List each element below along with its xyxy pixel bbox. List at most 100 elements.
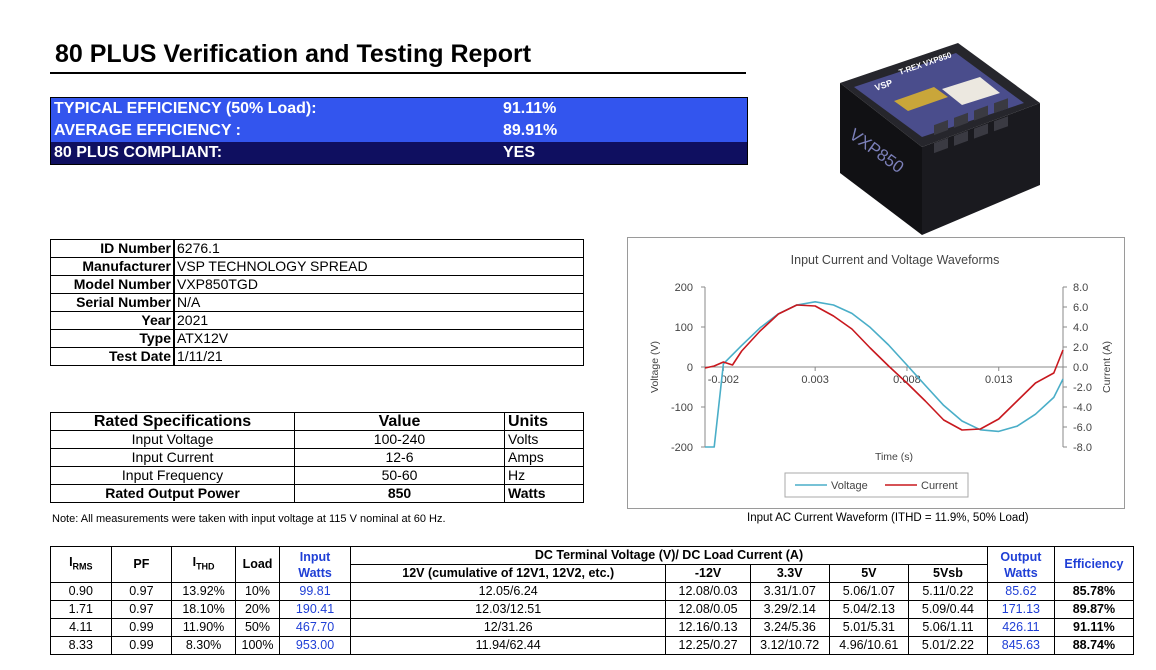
5vsb-cell: 5.01/2.22 [907,636,989,655]
efficiency-cell: 88.74% [1053,636,1135,655]
table-row: 1.71 0.97 18.10% 20% 190.41 12.03/12.51 … [50,600,1135,619]
identity-table: ID Number 6276.1 Manufacturer VSP TECHNO… [50,239,584,366]
serial-row: Serial Number N/A [50,293,584,312]
average-efficiency-row: AVERAGE EFFICIENCY : 89.91% [51,120,747,142]
model-value: VXP850TGD [173,275,584,294]
x-axis-title: Time (s) [875,451,913,463]
header-output-watts: Output Watts [987,546,1055,583]
3v3-cell: 3.29/2.14 [749,600,830,619]
psu-front-face [922,103,1040,235]
y-tick-label: 100 [675,322,693,334]
input-watts-cell: 99.81 [279,582,351,601]
12v-cell: 12.05/6.24 [349,582,667,601]
pf-cell: 0.99 [110,618,173,637]
header-dc-group: DC Terminal Voltage (V)/ DC Load Current… [349,546,989,565]
type-value: ATX12V [173,329,584,348]
serial-value: N/A [173,293,584,312]
table-row: 0.90 0.97 13.92% 10% 99.81 12.05/6.24 12… [50,582,1135,601]
y-tick-label: 0 [687,362,693,374]
x-tick-label: 0.003 [801,374,829,386]
x-tick-label: 0.013 [985,374,1013,386]
chart-title: Input Current and Voltage Waveforms [791,253,1000,267]
output-watts-cell: 845.63 [987,636,1055,655]
3v3-cell: 3.12/10.72 [749,636,830,655]
specs-header-units: Units [504,412,584,431]
id-row: ID Number 6276.1 [50,239,584,258]
12v-cell: 11.94/62.44 [349,636,667,655]
measurement-note: Note: All measurements were taken with i… [52,513,446,525]
psu-connectors [934,98,1008,154]
irms-cell: 8.33 [50,636,112,655]
5v-cell: 4.96/10.61 [828,636,909,655]
y2-axis-title: Current (A) [1101,341,1113,393]
model-row: Model Number VXP850TGD [50,275,584,294]
spec-value: 12-6 [294,448,505,467]
y-tick-label: -200 [671,442,693,454]
year-row: Year 2021 [50,311,584,330]
spec-name: Input Current [50,448,295,467]
title-underline [50,72,746,74]
y-tick-label: -100 [671,402,693,414]
waveform-chart: Input Current and Voltage Waveforms 200 10… [649,253,1113,498]
typical-efficiency-label: TYPICAL EFFICIENCY (50% Load): [54,100,317,117]
irms-cell: 4.11 [50,618,112,637]
spec-name: Rated Output Power [50,484,295,503]
manufacturer-value: VSP TECHNOLOGY SPREAD [173,257,584,276]
spec-units: Hz [504,466,584,485]
year-label: Year [50,311,175,330]
year-value: 2021 [173,311,584,330]
header-load: Load [234,546,281,583]
y2-tick-label: 8.0 [1073,282,1088,294]
header-ithd: ITHD [171,546,236,583]
minus12v-cell: 12.16/0.13 [665,618,751,637]
output-watts-cell: 85.62 [987,582,1055,601]
product-photo: VSP T-REX VXP850 VXP850 [840,43,1040,235]
spec-row: Input Current 12-6 Amps [50,448,584,467]
specs-header-row: Rated Specifications Value Units [50,412,584,431]
header-12v: 12V (cumulative of 12V1, 12V2, etc.) [349,564,667,583]
specs-header-value: Value [294,412,505,431]
compliant-value: YES [503,144,536,161]
header-efficiency: Efficiency [1053,546,1135,583]
legend-label-voltage: Voltage [831,480,868,492]
spec-units: Volts [504,430,584,449]
spec-name: Input Voltage [50,430,295,449]
average-efficiency-value: 89.91% [503,122,558,139]
compliant-label: 80 PLUS COMPLIANT: [54,144,223,161]
efficiency-cell: 85.78% [1053,582,1135,601]
y2-tick-label: 0.0 [1073,362,1088,374]
spec-value: 100-240 [294,430,505,449]
input-watts-cell: 190.41 [279,600,351,619]
y2-tick-label: 2.0 [1073,342,1088,354]
spec-value: 50-60 [294,466,505,485]
irms-cell: 1.71 [50,600,112,619]
typical-efficiency-value: 91.11% [503,100,557,117]
ithd-cell: 13.92% [171,582,236,601]
output-watts-cell: 171.13 [987,600,1055,619]
pf-cell: 0.97 [110,600,173,619]
spec-row: Input Voltage 100-240 Volts [50,430,584,449]
minus12v-cell: 12.08/0.03 [665,582,751,601]
y2-tick-label: -8.0 [1073,442,1092,454]
load-cell: 100% [234,636,281,655]
header-3v3: 3.3V [749,564,830,583]
efficiency-cell: 89.87% [1053,600,1135,619]
psu-side-face [840,83,922,235]
5v-cell: 5.04/2.13 [828,600,909,619]
manufacturer-label: Manufacturer [50,257,175,276]
y2-tick-label: 6.0 [1073,302,1088,314]
5vsb-cell: 5.09/0.44 [907,600,989,619]
header-pf: PF [110,546,173,583]
spec-value: 850 [294,484,505,503]
pf-cell: 0.99 [110,636,173,655]
efficiency-summary: TYPICAL EFFICIENCY (50% Load): 91.11% AV… [50,97,748,165]
5vsb-cell: 5.11/0.22 [907,582,989,601]
header-5vsb: 5Vsb [907,564,989,583]
legend-label-current: Current [921,480,958,492]
efficiency-cell: 91.11% [1053,618,1135,637]
ithd-cell: 8.30% [171,636,236,655]
header-minus12v: -12V [665,564,751,583]
minus12v-cell: 12.25/0.27 [665,636,751,655]
serial-label: Serial Number [50,293,175,312]
waveform-chart-frame: Input Current and Voltage Waveforms 200 10… [627,237,1125,509]
